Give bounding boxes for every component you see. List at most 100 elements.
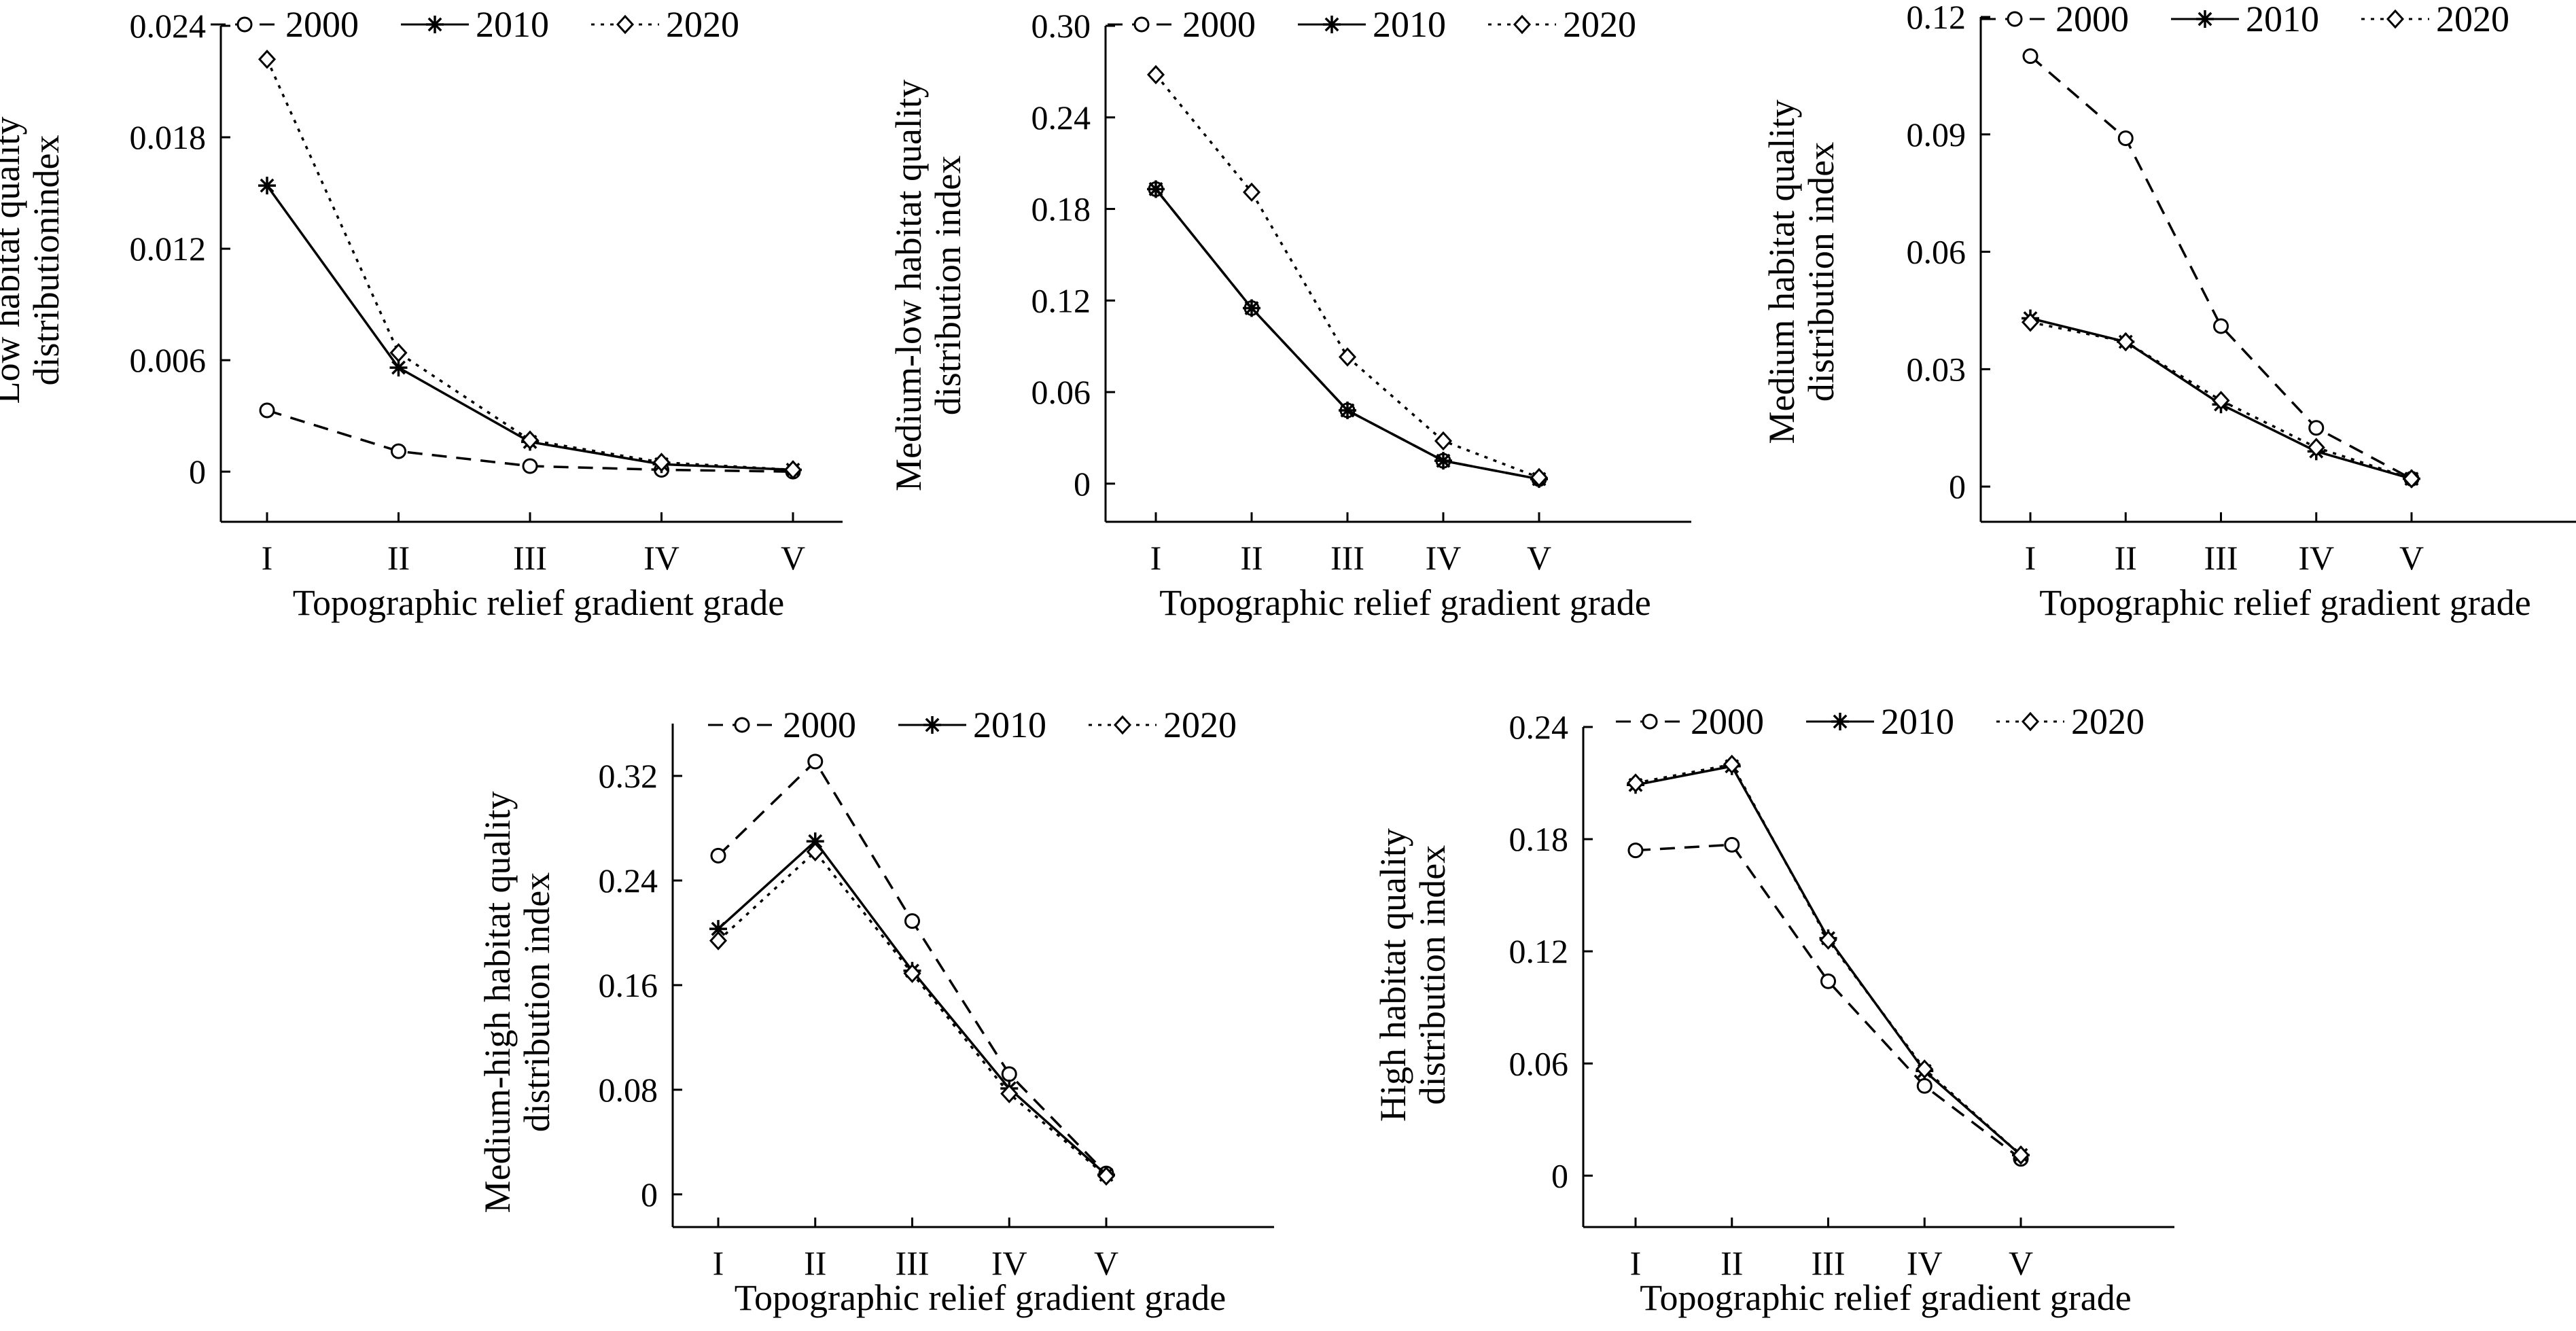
legend-label-2020: 2020 [666, 4, 739, 45]
data-point-2020 [1626, 773, 1645, 793]
x-tick-label: I [1150, 539, 1162, 577]
legend: 2000 2010 2020 [708, 705, 1237, 745]
y-tick-label: 0.06 [1031, 373, 1091, 411]
series-line-2000 [1635, 843, 2022, 1160]
x-tick-label: IV [991, 1244, 1027, 1282]
y-tick-label: 0.18 [1509, 820, 1569, 858]
series-line-2010 [1154, 188, 1540, 480]
data-point-2010 [1243, 299, 1260, 317]
data-point-2020 [1530, 467, 1549, 488]
x-tick-label: III [2204, 539, 2238, 577]
data-point-2020 [2307, 438, 2325, 457]
legend-marker-2000 [1133, 16, 1150, 33]
data-point-2000 [1820, 973, 1836, 989]
data-point-2020 [2021, 313, 2040, 332]
x-tick-label: II [804, 1244, 826, 1282]
x-tick-label: II [1240, 539, 1263, 577]
data-point-2000 [2213, 318, 2229, 334]
y-axis-label-line: distribution index [928, 156, 968, 415]
y-tick-label: 0 [189, 452, 206, 491]
data-point-2020 [1434, 431, 1453, 451]
y-axis-label: Medium-low habitat qualitydistribution i… [888, 79, 968, 491]
legend-marker-2010 [426, 16, 444, 33]
y-axis-label: Medium habitat qualitydistribution index [1761, 100, 1841, 444]
y-axis-label: High habitat qualitydistribution index [1373, 828, 1453, 1122]
x-tick-label: V [2399, 539, 2424, 577]
series-2010 [1147, 180, 1548, 489]
y-tick-label: 0 [641, 1175, 658, 1213]
data-point-2010 [709, 920, 727, 938]
x-tick-label: I [2025, 539, 2036, 577]
y-tick-label: 0.08 [599, 1071, 658, 1109]
legend-label-2020: 2020 [1163, 705, 1237, 745]
data-point-2020 [1916, 1059, 1934, 1079]
data-point-2020 [258, 49, 277, 69]
data-point-2020 [1819, 930, 1837, 950]
x-tick-label: III [1812, 1244, 1846, 1282]
data-point-2020 [389, 342, 408, 363]
data-point-2020 [709, 931, 728, 951]
data-point-2010 [1339, 402, 1356, 420]
x-tick-label: II [1721, 1244, 1743, 1282]
y-tick-label: 0.12 [1031, 281, 1091, 319]
y-axis-label-line: Low habitat quality [0, 117, 27, 404]
legend-marker-2010 [1323, 16, 1341, 33]
x-tick-label: IV [643, 539, 680, 577]
x-tick-label: II [2115, 539, 2137, 577]
x-tick-label: I [713, 1244, 724, 1282]
y-tick-label: 0.006 [130, 341, 207, 379]
x-axis-label: Topographic relief gradient grade [2039, 582, 2530, 623]
y-tick-label: 0.09 [1907, 116, 1966, 154]
data-point-2020 [1097, 1166, 1116, 1186]
legend-label-2000: 2000 [285, 4, 359, 45]
legend-label-2000: 2000 [1691, 701, 1764, 742]
data-point-2020 [2011, 1145, 2030, 1165]
legend-label-2000: 2000 [783, 705, 856, 745]
x-tick-label: V [1094, 1244, 1118, 1282]
data-point-2000 [259, 402, 275, 419]
data-point-2020 [1723, 754, 1741, 775]
legend-label-2010: 2010 [973, 705, 1046, 745]
data-point-2000 [391, 443, 406, 459]
data-point-2000 [1724, 836, 1740, 853]
legend-marker-2010 [923, 716, 941, 734]
legend-marker-2010 [2196, 10, 2214, 28]
x-tick-label: II [387, 539, 410, 577]
data-point-2020 [521, 430, 540, 450]
x-axis-label: Topographic relief gradient grade [1159, 582, 1651, 623]
x-tick-label: I [262, 539, 273, 577]
y-axis-label-line: High habitat quality [1373, 828, 1413, 1122]
data-point-2000 [2308, 420, 2325, 436]
series-2000 [2022, 48, 2420, 487]
data-point-2020 [783, 460, 802, 480]
x-tick-label: III [513, 539, 547, 577]
data-point-2020 [806, 842, 824, 862]
series-2000 [1627, 836, 2029, 1167]
data-point-2010 [258, 177, 276, 195]
legend-label-2010: 2010 [1881, 701, 1954, 742]
y-tick-label: 0.12 [1907, 0, 1966, 36]
y-tick-label: 0.06 [1509, 1044, 1569, 1082]
legend-marker-2000 [236, 16, 253, 33]
legend: 2000 2010 2020 [1981, 0, 2509, 39]
legend-label-2020: 2020 [2071, 701, 2145, 742]
x-tick-label: V [2009, 1244, 2033, 1282]
y-axis-label-line: distribution index [1801, 142, 1841, 402]
legend-label-2000: 2000 [1182, 4, 1256, 45]
legend-marker-2020 [1513, 14, 1532, 35]
chart-panel-2: 00.060.120.180.240.30I II III IV VTopographi… [888, 4, 1691, 623]
y-tick-label: 0.32 [599, 757, 658, 795]
y-tick-label: 0.018 [130, 118, 207, 156]
x-tick-label: V [1527, 539, 1551, 577]
y-axis-label-line: distribution index [516, 872, 557, 1132]
y-axis-label-line: distributionindex [26, 135, 67, 386]
x-axis-label: Topographic relief gradient grade [293, 582, 784, 623]
y-axis-label: Low habitat qualitydistributionindex [0, 117, 67, 404]
legend: 2000 2010 2020 [1108, 4, 1636, 45]
y-tick-label: 0.24 [1509, 708, 1569, 746]
data-point-2010 [1434, 452, 1452, 470]
legend-marker-2020 [2386, 9, 2405, 29]
